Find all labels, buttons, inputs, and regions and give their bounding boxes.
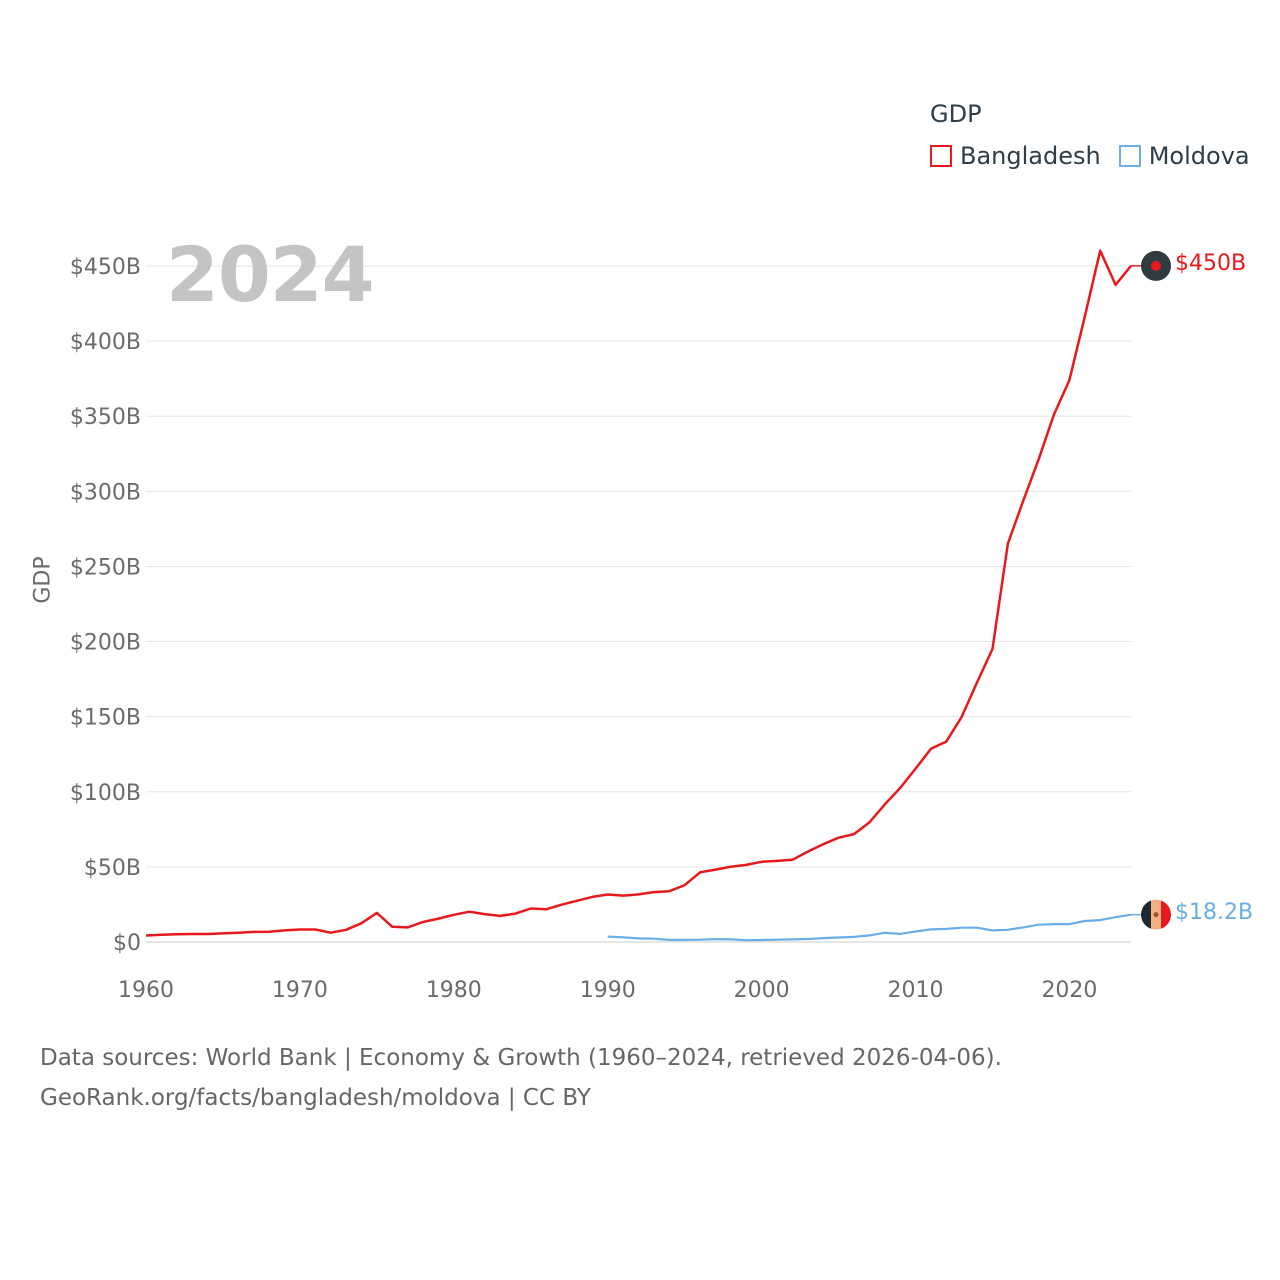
y-axis-label: GDP [30,556,56,604]
x-axis-ticks: 1960 1970 1980 1990 2000 2010 2020 [118,978,1097,1003]
legend-item-moldova[interactable]: Moldova [1118,142,1250,170]
legend: Bangladesh Moldova [930,142,1268,170]
y-axis-ticks: $0 $50B $100B $150B $200B $250B $300B $350B $400… [70,255,141,956]
flag-emblem [1153,912,1159,918]
y-tick-label: $100B [70,781,141,806]
end-label-bangladesh: $450B [1175,250,1247,276]
y-tick-label: $150B [70,706,141,731]
y-tick-label: $200B [70,631,141,656]
y-tick-label: $0 [113,931,141,956]
y-tick-label: $450B [70,255,141,280]
y-tick-label: $300B [70,480,141,505]
x-tick-label: 1960 [118,978,174,1003]
x-tick-label: 2020 [1041,978,1097,1003]
source-line-1: Data sources: World Bank | Economy & Gro… [40,1045,1002,1071]
x-tick-label: 2010 [888,978,944,1003]
source-line-2: GeoRank.org/facts/bangladesh/moldova | C… [40,1085,591,1111]
x-tick-label: 1990 [580,978,636,1003]
year-label: 2024 [166,230,375,319]
x-tick-label: 1970 [272,978,328,1003]
legend-label-moldova: Moldova [1148,142,1250,170]
series-line-bangladesh [145,249,1132,937]
y-tick-label: $50B [84,856,141,881]
legend-item-bangladesh[interactable]: Bangladesh [930,142,1101,170]
legend-swatch-bangladesh [930,145,952,167]
y-tick-label: $400B [70,330,141,355]
series-lines [145,249,1132,942]
flag-marker-moldova [1141,899,1171,930]
y-tick-label: $250B [70,555,141,580]
legend-swatch-moldova [1118,145,1141,167]
end-label-moldova: $18.2B [1175,899,1254,925]
end-markers [1131,250,1171,930]
legend-title: GDP [930,100,982,128]
legend-label-bangladesh: Bangladesh [960,142,1101,170]
x-tick-label: 1980 [426,978,482,1003]
x-tick-label: 2000 [734,978,790,1003]
flag-marker-bangladesh-dot [1151,260,1161,271]
series-line-moldova [607,913,1132,942]
gridlines [146,265,1131,943]
y-tick-label: $350B [70,405,141,430]
